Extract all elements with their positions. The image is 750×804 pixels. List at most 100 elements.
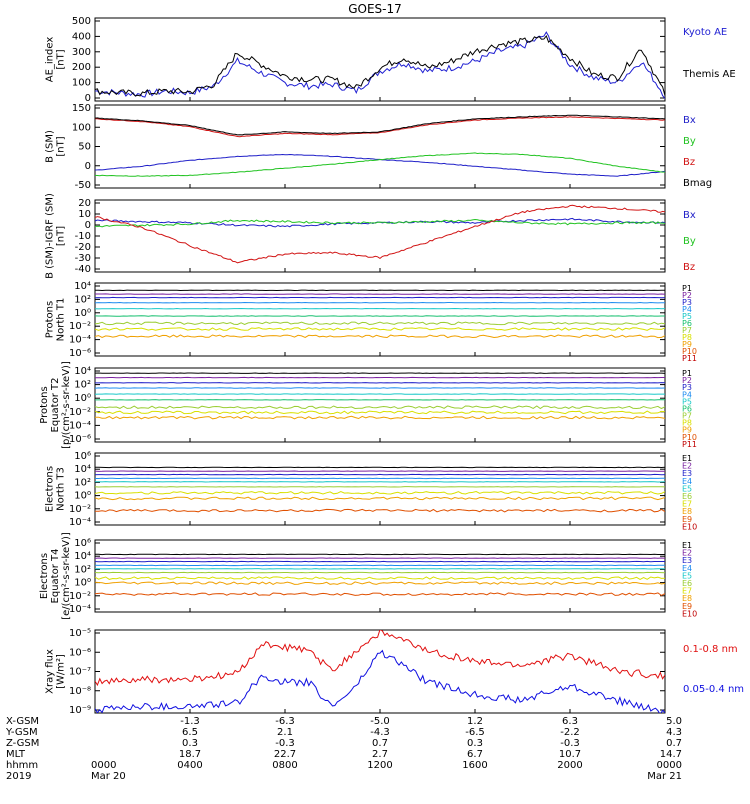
series-line-bz	[95, 205, 665, 262]
series-line-bz	[95, 117, 665, 137]
series-line-bmag	[95, 115, 665, 135]
y-tick-label: 10²	[74, 380, 91, 391]
y-tick-label: 10⁴	[74, 464, 91, 475]
y-tick-label: 10⁰	[74, 578, 91, 589]
ephemeris-value: 0.7	[372, 738, 388, 749]
series-line-p7	[95, 406, 665, 409]
ephemeris-value: 2000	[557, 760, 582, 771]
ephemeris-value: 0.3	[467, 738, 483, 749]
y-axis-label-line: North T1	[56, 298, 67, 342]
y-tick-label: 0	[85, 220, 91, 231]
series-line-p8	[95, 328, 665, 331]
series-line-p9	[95, 335, 665, 338]
ephemeris-value: -6.5	[465, 727, 485, 738]
y-axis-label-line: Equator T2	[50, 378, 61, 433]
ephemeris-value: -4.3	[370, 727, 390, 738]
series-group	[95, 373, 665, 419]
ephemeris-value: -1.3	[180, 716, 200, 727]
y-tick-label: 10⁻²	[69, 407, 91, 418]
series-line-p5	[95, 394, 665, 395]
y-tick-label: 10²	[74, 477, 91, 488]
y-axis-label-line: [nT]	[56, 136, 67, 156]
y-axis-label: Xray flux[W/m²]	[45, 649, 67, 694]
y-tick-label: -30	[75, 253, 91, 264]
y-tick-label: 10	[78, 209, 91, 220]
y-tick-label: 10⁻⁶	[69, 348, 91, 359]
ephemeris-value: 0000	[91, 760, 116, 771]
ephemeris-value: 6.3	[562, 716, 578, 727]
legend-entry: Bz	[683, 262, 695, 273]
legend-entry: 0.05-0.4 nm	[683, 684, 744, 695]
y-tick-label: 10⁴	[74, 281, 91, 292]
series-line-bx	[95, 155, 665, 177]
legend-entry: Bmag	[683, 178, 712, 189]
y-tick-label: 10⁻⁶	[69, 434, 91, 445]
ephemeris-value: 6.7	[467, 749, 483, 760]
ephemeris-value: 22.7	[274, 749, 296, 760]
y-tick-label: 10⁻⁵	[69, 628, 91, 639]
y-tick-label: 10⁻⁹	[69, 705, 91, 716]
y-axis-label-line: Electrons	[39, 553, 50, 599]
panel-frame	[95, 368, 665, 442]
y-axis-label-line: Equator T4	[50, 549, 61, 604]
y-axis-label-line: Protons	[39, 386, 50, 423]
y-tick-label: 10²	[74, 294, 91, 305]
ephemeris-value: 0000	[657, 760, 682, 771]
series-line-kyoto-ae	[95, 32, 665, 98]
ephemeris-value: 1600	[462, 760, 487, 771]
y-tick-label: -50	[75, 180, 91, 191]
series-line-e7	[95, 492, 665, 495]
ephemeris-value: 5.0	[666, 716, 682, 727]
series-group	[95, 205, 665, 262]
y-tick-label: 0	[85, 161, 91, 172]
panel-frame	[95, 540, 665, 612]
y-tick-label: 50	[78, 142, 91, 153]
legend-entry: Kyoto AE	[683, 27, 727, 38]
ephemeris-value: 0.7	[666, 738, 682, 749]
legend-entry: Themis AE	[682, 69, 736, 80]
y-tick-label: 10⁰	[74, 491, 91, 502]
legend-entry: Bz	[683, 157, 695, 168]
y-axis-label-line: B (SM)-IGRF (SM)	[45, 193, 56, 279]
y-tick-label: 300	[72, 47, 91, 58]
ephemeris-row-label: MLT	[6, 749, 26, 760]
ephemeris-value: 14.7	[660, 749, 682, 760]
y-tick-label: 100	[72, 122, 91, 133]
y-axis-label-line: [W/m²]	[56, 654, 67, 689]
y-tick-label: 10²	[74, 564, 91, 575]
ephemeris-value: Mar 20	[91, 771, 126, 782]
y-tick-label: 100	[72, 78, 91, 89]
series-group	[95, 554, 665, 595]
legend-entry: Bx	[683, 210, 696, 221]
y-tick-label: -20	[75, 242, 91, 253]
series-line-by	[95, 220, 665, 227]
y-tick-label: 10⁴	[74, 366, 91, 377]
y-axis-label: ProtonsEquator T2[p/(cm²-s-sr-keV)]	[39, 361, 72, 449]
y-tick-label: 500	[72, 16, 91, 27]
ephemeris-value: Mar 21	[647, 771, 682, 782]
plot-title: GOES-17	[348, 2, 402, 16]
ephemeris-row-label: X-GSM	[6, 716, 39, 727]
series-group	[95, 467, 665, 512]
ephemeris-row-label: 2019	[6, 771, 31, 782]
legend-entry: E10	[682, 522, 697, 531]
series-line-p8	[95, 411, 665, 414]
ephemeris-row-label: hhmm	[6, 760, 38, 771]
y-tick-label: 10⁻⁶	[69, 647, 91, 658]
y-tick-label: 10⁻²	[69, 321, 91, 332]
y-axis-label-line: [nT]	[56, 226, 67, 246]
panel-frame	[95, 453, 665, 525]
y-axis-label: AE_index[nT]	[45, 37, 67, 83]
legend-entry: E10	[682, 609, 697, 618]
panel-frame	[95, 18, 665, 101]
series-line-e7	[95, 577, 665, 580]
y-tick-label: 200	[72, 62, 91, 73]
y-axis-label: ElectronsNorth T3	[45, 466, 67, 512]
